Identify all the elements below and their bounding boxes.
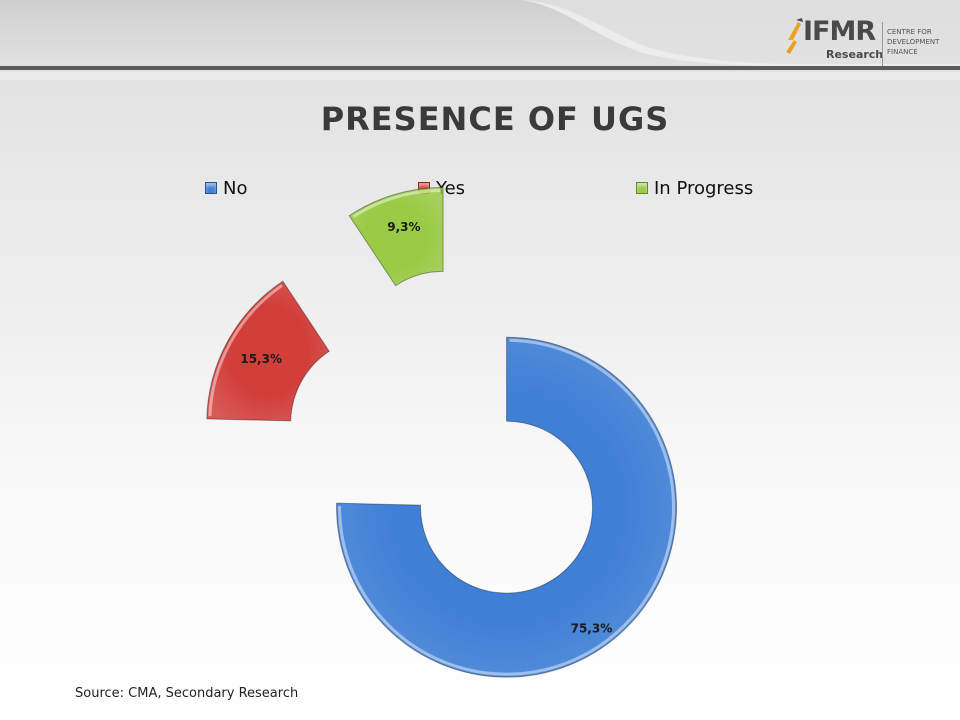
slice-no-highlight	[338, 338, 676, 676]
legend-item-in-progress: In Progress	[636, 177, 753, 199]
logo-tagline-line: CENTRE FOR	[887, 28, 932, 36]
data-label-in-progress: 9,3%	[387, 220, 420, 234]
logo-divider	[882, 22, 883, 66]
source-note: Source: CMA, Secondary Research	[75, 686, 299, 701]
ifmr-logo-mark-icon	[786, 18, 803, 54]
slice-in-progress-highlight	[352, 188, 441, 218]
header-band	[0, 0, 960, 80]
chart-title: PRESENCE OF UGS	[320, 100, 670, 138]
logo-tagline-line: FINANCE	[887, 48, 918, 56]
legend-label-yes: Yes	[436, 177, 466, 199]
slice-in-progress	[348, 186, 444, 287]
ifmr-logo: IFMR Research CENTRE FOR DEVELOPMENT FIN…	[784, 12, 954, 68]
logo-tagline: CENTRE FOR DEVELOPMENT FINANCE	[887, 27, 957, 57]
legend-item-no: No	[205, 177, 247, 199]
logo-sub: Research	[826, 48, 884, 61]
data-label-no: 75,3%	[571, 621, 613, 635]
slice-yes	[206, 280, 330, 422]
legend-label-in-progress: In Progress	[654, 177, 754, 199]
legend-swatch-no	[205, 182, 217, 194]
legend-label-no: No	[223, 177, 248, 199]
data-label-yes: 15,3%	[240, 352, 282, 366]
slice-yes-highlight	[208, 284, 283, 417]
logo-brand: IFMR	[803, 16, 876, 47]
legend-swatch-in-progress	[636, 182, 648, 194]
slice-no	[336, 336, 678, 678]
logo-tagline-line: DEVELOPMENT	[887, 38, 940, 46]
